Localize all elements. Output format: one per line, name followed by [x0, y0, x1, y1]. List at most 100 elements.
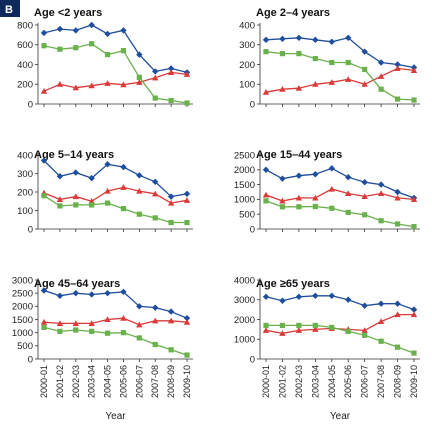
data-point: [279, 297, 286, 304]
data-point: [104, 52, 111, 58]
y-tick-label: 2500: [12, 288, 33, 299]
series-green: [41, 41, 190, 106]
series-blue: [262, 292, 418, 313]
data-point: [329, 205, 335, 211]
data-point: [57, 46, 63, 52]
data-point: [41, 324, 47, 330]
data-point: [183, 71, 191, 77]
data-point: [184, 219, 190, 226]
series-line: [43, 160, 188, 198]
data-point: [312, 81, 319, 87]
series-red: [40, 69, 191, 94]
data-point: [120, 27, 127, 34]
data-point: [362, 332, 368, 338]
data-point: [345, 59, 351, 66]
data-point: [279, 51, 286, 57]
y-tick-label: 2000: [12, 302, 33, 313]
data-point: [262, 293, 270, 300]
data-point: [312, 292, 319, 299]
x-tick-label: 2008-09: [166, 365, 176, 398]
data-point: [168, 97, 174, 104]
data-point: [394, 221, 401, 227]
series-blue: [262, 34, 418, 71]
series-red: [40, 184, 191, 206]
chart-panel: Age 5–14 years 0 100 200 300 400: [17, 149, 193, 235]
x-tick-label: 2005-06: [118, 365, 128, 398]
x-tick-label: 2009-10: [182, 365, 192, 398]
chart-panel: Age ≥65 years 0 1000 2000 3000 4000 2000-01 200…: [234, 275, 420, 422]
data-point: [262, 191, 270, 198]
series-red: [262, 65, 418, 95]
data-point: [263, 198, 269, 204]
x-tick-label: 2000-01: [261, 365, 271, 398]
data-point: [167, 65, 175, 72]
x-tick-label: 2000-01: [39, 365, 49, 398]
data-point: [262, 36, 270, 44]
data-point: [152, 317, 159, 324]
data-point: [167, 308, 175, 315]
data-point: [136, 172, 143, 179]
series-line: [265, 188, 415, 202]
x-axis-title: Year: [105, 411, 126, 422]
y-tick-label: 2000: [234, 165, 255, 176]
data-point: [152, 304, 159, 311]
series-line: [43, 326, 188, 356]
x-axis-title: Year: [330, 411, 351, 422]
series-blue: [40, 287, 191, 322]
data-point: [295, 172, 303, 179]
y-tick-label: 3000: [12, 275, 33, 286]
data-point: [136, 51, 143, 58]
data-point: [312, 55, 318, 62]
data-point: [72, 289, 79, 297]
data-point: [41, 43, 47, 49]
y-tick-label: 1500: [234, 180, 255, 191]
data-point: [296, 204, 302, 210]
chart-title: Age 5–14 years: [34, 149, 114, 161]
data-point: [296, 322, 302, 329]
data-point: [262, 166, 270, 173]
data-point: [328, 165, 335, 172]
data-point: [104, 161, 111, 168]
data-point: [89, 41, 95, 47]
data-point: [345, 296, 352, 303]
data-point: [136, 74, 142, 80]
y-tick-label: 200: [239, 60, 255, 71]
y-tick-label: 300: [17, 169, 33, 180]
data-point: [279, 175, 286, 182]
data-point: [183, 197, 191, 203]
data-point: [329, 59, 335, 66]
data-point: [104, 316, 111, 323]
data-point: [328, 292, 335, 299]
data-point: [279, 322, 286, 329]
series-line: [265, 313, 414, 334]
y-tick-label: 100: [239, 80, 255, 91]
y-tick-label: 800: [17, 20, 33, 31]
data-point: [167, 69, 175, 75]
data-point: [152, 74, 159, 81]
data-point: [279, 85, 286, 92]
data-point: [312, 326, 319, 332]
series-line: [265, 37, 415, 69]
data-point: [40, 87, 48, 94]
series-line: [266, 324, 415, 354]
data-point: [152, 95, 158, 101]
y-tick-label: 0: [250, 224, 255, 235]
y-tick-label: 0: [28, 354, 33, 365]
data-point: [136, 335, 142, 341]
data-point: [312, 36, 319, 44]
y-tick-label: 400: [239, 20, 255, 31]
data-point: [40, 287, 48, 294]
series-line: [265, 167, 415, 199]
data-point: [361, 302, 368, 309]
data-point: [120, 314, 127, 321]
x-tick-label: 2007-08: [376, 365, 386, 398]
y-tick-label: 2500: [234, 150, 255, 161]
x-tick-label: 2007-08: [150, 365, 160, 398]
data-point: [279, 197, 286, 204]
series-blue: [40, 157, 191, 200]
y-tick-label: 1500: [12, 315, 33, 326]
data-point: [329, 324, 335, 330]
data-point: [362, 66, 368, 73]
chart-panel: Age 15–44 years 0 500 1000 1500 2000 2500: [234, 149, 420, 235]
x-tick-label: 2006-07: [360, 365, 370, 398]
